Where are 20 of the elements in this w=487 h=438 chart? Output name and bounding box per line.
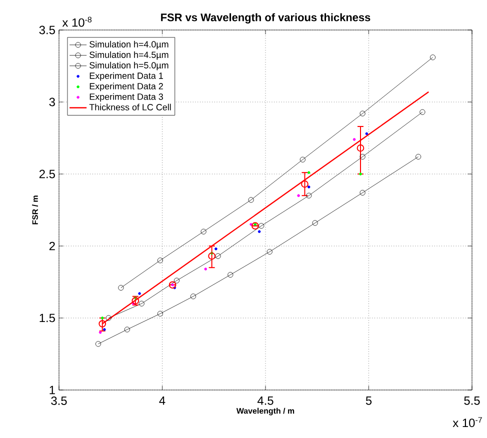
x-tick-label: 4 (159, 396, 166, 405)
y-tick-label: 1 (50, 386, 55, 394)
text: x 10$^{-8}$ (62, 16, 92, 27)
legend-label: Simulation h=5.0µm (90, 62, 168, 70)
legend-label: Experiment Data 2 (90, 82, 163, 92)
legend-label: Simulation h=4.5µm (90, 51, 168, 60)
legend-label: Simulation h=4.0µm (90, 40, 168, 50)
legend-label: Thickness of LC Cell (89, 104, 171, 110)
legend-label: Experiment Data 3 (90, 93, 163, 102)
x-tick-label: 5 (366, 396, 372, 405)
y-tick-label: 2.5 (39, 170, 55, 178)
y-tick-label: 1.5 (40, 314, 55, 322)
text: x 10$^{-7}$ (452, 417, 482, 428)
legend-label: Experiment Data 1 (90, 72, 163, 81)
x-tick-label: 5.5 (464, 396, 480, 405)
x-tick-label: 4.5 (257, 396, 274, 405)
chart-title: FSR vs Wavelength of various thickness (161, 13, 370, 24)
y-tick-label: 2 (49, 242, 55, 250)
y-tick-label: 3.5 (39, 26, 55, 34)
y-tick-label: 3 (49, 98, 55, 106)
